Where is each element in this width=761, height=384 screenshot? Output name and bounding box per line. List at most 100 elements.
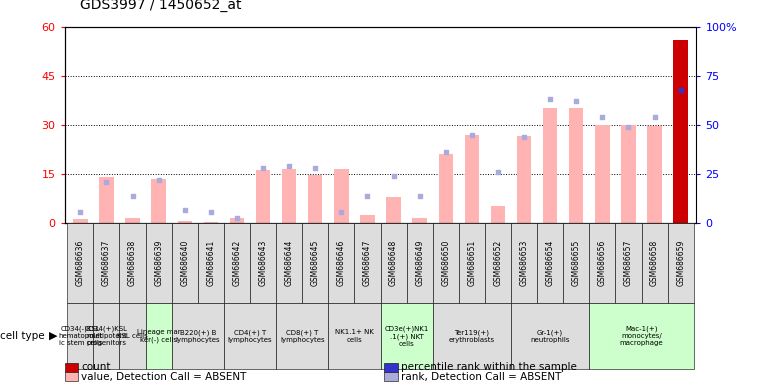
Point <box>126 193 139 199</box>
Bar <box>648 126 662 223</box>
Bar <box>569 109 584 223</box>
Text: value, Detection Call = ABSENT: value, Detection Call = ABSENT <box>81 372 247 382</box>
Text: count: count <box>81 362 111 372</box>
Bar <box>94 303 119 369</box>
Text: CD8(+) T
lymphocytes: CD8(+) T lymphocytes <box>280 329 324 343</box>
Bar <box>172 223 198 303</box>
Text: ▶: ▶ <box>49 331 57 341</box>
Bar <box>616 223 642 303</box>
Bar <box>119 223 145 303</box>
Bar <box>308 175 323 223</box>
Bar <box>172 303 224 369</box>
Bar <box>145 303 172 369</box>
Bar <box>589 303 694 369</box>
Text: GSM686647: GSM686647 <box>363 240 372 286</box>
Text: CD34(-)KSL
hematopoiet
ic stem cells: CD34(-)KSL hematopoiet ic stem cells <box>58 326 103 346</box>
Text: Gr-1(+)
neutrophils: Gr-1(+) neutrophils <box>530 329 570 343</box>
Text: GSM686644: GSM686644 <box>285 240 294 286</box>
Bar <box>360 215 374 223</box>
Point <box>257 165 269 171</box>
Bar <box>328 223 355 303</box>
Point <box>152 177 164 183</box>
Text: CD34(+)KSL
multipotent
progenitors: CD34(+)KSL multipotent progenitors <box>85 326 128 346</box>
Point <box>466 131 478 138</box>
Bar <box>198 223 224 303</box>
Point <box>440 149 452 155</box>
Point <box>283 163 295 169</box>
Bar <box>151 179 166 223</box>
Text: Mac-1(+)
monocytes/
macrophage: Mac-1(+) monocytes/ macrophage <box>619 326 664 346</box>
Point <box>674 86 686 93</box>
Bar <box>537 223 563 303</box>
Bar <box>126 218 140 223</box>
Bar <box>563 223 589 303</box>
Bar <box>511 223 537 303</box>
Text: GSM686648: GSM686648 <box>389 240 398 286</box>
Text: percentile rank within the sample: percentile rank within the sample <box>401 362 577 372</box>
Bar <box>621 125 635 223</box>
Bar <box>589 223 616 303</box>
Text: GSM686657: GSM686657 <box>624 240 633 286</box>
Bar <box>667 223 694 303</box>
Text: GSM686652: GSM686652 <box>493 240 502 286</box>
Bar <box>459 223 485 303</box>
Bar <box>67 303 94 369</box>
Bar <box>380 223 406 303</box>
Text: GSM686658: GSM686658 <box>650 240 659 286</box>
Bar <box>511 303 589 369</box>
Text: KSL cells: KSL cells <box>117 333 148 339</box>
Text: GSM686649: GSM686649 <box>416 240 424 286</box>
Bar <box>438 154 453 223</box>
Text: GSM686653: GSM686653 <box>520 240 529 286</box>
Text: GSM686638: GSM686638 <box>128 240 137 286</box>
Text: CD4(+) T
lymphocytes: CD4(+) T lymphocytes <box>228 329 272 343</box>
Point <box>205 209 217 215</box>
Text: GSM686640: GSM686640 <box>180 240 189 286</box>
Bar <box>642 223 667 303</box>
Bar <box>256 170 270 223</box>
Point <box>518 134 530 140</box>
Bar <box>517 136 531 223</box>
Text: GDS3997 / 1450652_at: GDS3997 / 1450652_at <box>80 0 241 12</box>
Text: cell type: cell type <box>0 331 45 341</box>
Bar <box>387 197 401 223</box>
Text: GSM686654: GSM686654 <box>546 240 555 286</box>
Bar <box>99 177 113 223</box>
Bar <box>328 303 380 369</box>
Point <box>413 193 425 199</box>
Bar <box>250 223 276 303</box>
Bar <box>73 220 88 223</box>
Bar <box>485 223 511 303</box>
Text: Ter119(+)
erythroblasts: Ter119(+) erythroblasts <box>449 329 495 343</box>
Point <box>492 169 504 175</box>
Point <box>544 96 556 103</box>
Text: NK1.1+ NK
cells: NK1.1+ NK cells <box>335 329 374 343</box>
Bar <box>67 223 94 303</box>
Bar <box>230 218 244 223</box>
Bar <box>433 303 511 369</box>
Bar <box>433 223 459 303</box>
Bar <box>224 223 250 303</box>
Text: GSM686659: GSM686659 <box>677 240 685 286</box>
Text: GSM686656: GSM686656 <box>598 240 607 286</box>
Bar <box>204 222 218 223</box>
Bar <box>355 223 380 303</box>
Text: rank, Detection Call = ABSENT: rank, Detection Call = ABSENT <box>401 372 562 382</box>
Bar <box>276 303 328 369</box>
Text: Lineage mar
ker(-) cells: Lineage mar ker(-) cells <box>137 329 180 343</box>
Point <box>361 193 374 199</box>
Text: GSM686639: GSM686639 <box>154 240 163 286</box>
Bar <box>595 125 610 223</box>
Bar <box>145 223 172 303</box>
Text: GSM686646: GSM686646 <box>337 240 345 286</box>
Bar <box>406 223 433 303</box>
Bar <box>543 109 557 223</box>
Point <box>231 215 243 221</box>
Bar <box>334 169 349 223</box>
Point <box>648 114 661 120</box>
Bar <box>282 169 296 223</box>
Bar <box>94 223 119 303</box>
Bar <box>380 303 433 369</box>
Point <box>570 98 582 104</box>
Bar <box>302 223 328 303</box>
